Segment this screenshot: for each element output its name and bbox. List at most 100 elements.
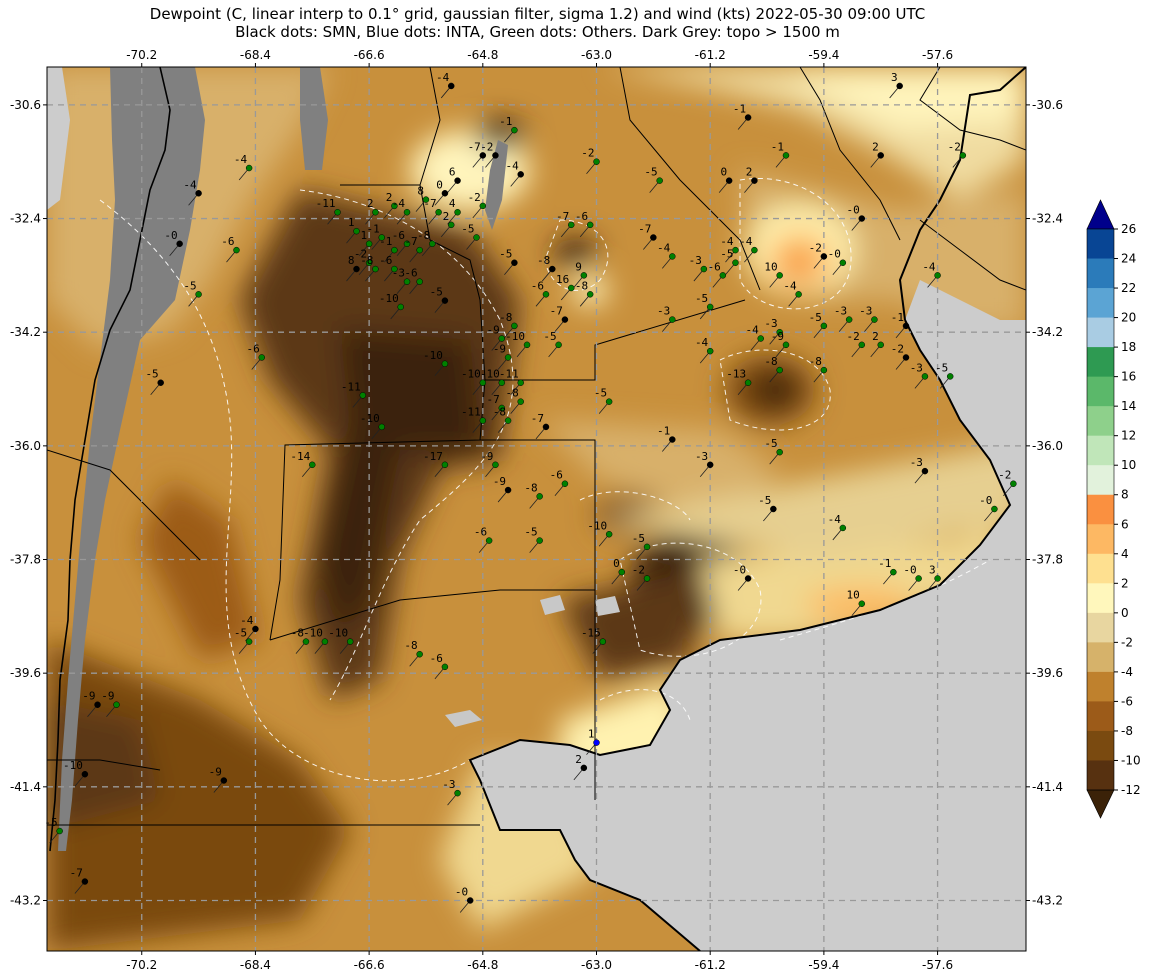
station-marker[interactable]: 3 <box>927 563 941 591</box>
station-marker[interactable]: -5 <box>543 330 562 358</box>
station-marker[interactable]: -1 <box>367 222 386 250</box>
station-marker[interactable]: -8 <box>417 229 436 257</box>
station-marker[interactable]: -3 <box>910 456 929 484</box>
station-marker[interactable]: -4 <box>783 279 802 307</box>
station-marker[interactable]: 0 <box>434 178 449 206</box>
station-marker[interactable]: -4 <box>828 513 847 541</box>
station-marker[interactable]: -10 <box>328 627 354 654</box>
station-marker[interactable]: -5 <box>809 311 828 339</box>
station-marker[interactable]: 6 <box>447 166 461 193</box>
station-marker[interactable]: -0 <box>903 563 922 591</box>
station-marker[interactable]: -6 <box>430 652 449 680</box>
station-marker[interactable]: 10 <box>847 589 866 616</box>
station-marker[interactable]: -7 <box>556 210 575 238</box>
station-marker[interactable]: -13 <box>726 368 752 395</box>
station-marker[interactable]: -7 <box>468 140 487 168</box>
station-marker[interactable]: -7 <box>487 393 506 421</box>
station-marker[interactable]: -4 <box>720 235 739 263</box>
station-marker[interactable]: -5 <box>430 286 449 313</box>
station-marker[interactable]: -5 <box>234 627 253 654</box>
station-marker[interactable]: -15 <box>581 627 607 654</box>
station-marker[interactable]: 2 <box>573 753 588 781</box>
station-marker[interactable]: 1 <box>586 728 600 755</box>
station-marker[interactable]: -10 <box>63 759 89 787</box>
station-marker[interactable]: -8 <box>404 639 423 667</box>
station-marker[interactable]: -5 <box>935 361 954 389</box>
station-marker[interactable]: -9 <box>493 475 512 503</box>
station-marker[interactable]: -3 <box>689 254 708 282</box>
station-marker[interactable]: 8 <box>415 185 430 212</box>
station-marker[interactable]: 2 <box>744 166 758 193</box>
station-marker[interactable]: -5 <box>183 279 202 307</box>
station-marker[interactable]: -7 <box>531 412 550 440</box>
station-marker[interactable]: -10 <box>379 292 404 320</box>
station-marker[interactable]: -9 <box>101 690 120 717</box>
station-marker[interactable]: -10 <box>587 519 613 547</box>
station-marker[interactable]: -5 <box>644 166 663 193</box>
station-marker[interactable]: -0 <box>979 494 998 522</box>
station-marker[interactable]: -5 <box>632 532 651 560</box>
station-marker[interactable]: -4 <box>657 241 676 269</box>
station-marker[interactable]: -2 <box>581 147 600 174</box>
station-marker[interactable]: -3 <box>834 305 853 332</box>
station-marker[interactable]: -6 <box>404 267 423 294</box>
station-marker[interactable]: 2 <box>440 210 455 238</box>
station-marker[interactable]: -4 <box>240 614 259 642</box>
station-marker[interactable]: -6 <box>531 279 550 307</box>
station-marker[interactable]: -1 <box>733 103 752 130</box>
station-marker[interactable]: -3 <box>657 305 676 332</box>
station-marker[interactable]: -2 <box>468 191 487 219</box>
station-marker[interactable]: -5 <box>499 248 518 275</box>
station-marker[interactable]: -8 <box>809 355 828 383</box>
station-marker[interactable]: -0 <box>828 248 847 275</box>
station-marker[interactable]: -5 <box>695 292 714 320</box>
station-marker[interactable]: -7 <box>423 197 442 225</box>
station-marker[interactable]: -4 <box>505 159 524 187</box>
station-marker[interactable]: -2 <box>948 140 967 168</box>
station-marker[interactable]: -4 <box>183 178 202 206</box>
station-marker[interactable]: -6 <box>379 254 398 282</box>
station-marker[interactable]: -0 <box>733 563 752 591</box>
station-marker[interactable]: -1 <box>878 557 897 585</box>
station-marker[interactable]: -3 <box>392 267 411 294</box>
station-marker[interactable]: -8 <box>537 254 556 282</box>
station-marker[interactable]: -9 <box>480 450 499 478</box>
station-marker[interactable]: -5 <box>720 248 739 275</box>
station-marker[interactable]: -10 <box>303 627 329 654</box>
station-marker[interactable]: 2 <box>365 197 379 225</box>
station-marker[interactable]: -5 <box>145 368 164 395</box>
station-marker[interactable]: -6 <box>575 210 594 238</box>
station-marker[interactable]: -5 <box>758 494 777 522</box>
station-marker[interactable]: -7 <box>70 867 89 894</box>
station-marker[interactable]: -1 <box>499 115 518 143</box>
station-marker[interactable]: -8 <box>360 254 379 282</box>
station-marker[interactable]: -5 <box>594 387 613 414</box>
station-marker[interactable]: -7 <box>404 235 423 263</box>
station-marker[interactable]: -4 <box>739 235 758 263</box>
station-marker[interactable]: 1 <box>346 216 360 244</box>
station-marker[interactable]: -2 <box>809 241 828 269</box>
station-marker[interactable]: 0 <box>718 166 733 193</box>
station-marker[interactable]: -11 <box>316 197 341 225</box>
station-marker[interactable]: -5 <box>461 222 480 250</box>
station-marker[interactable]: -9 <box>771 330 790 358</box>
station-marker[interactable]: -17 <box>423 450 449 478</box>
station-marker[interactable]: 1 <box>358 229 373 257</box>
station-marker[interactable]: -0 <box>455 885 474 913</box>
station-marker[interactable]: -10 <box>505 330 531 358</box>
station-marker[interactable]: -3 <box>764 317 783 345</box>
station-marker[interactable]: 2 <box>870 330 884 358</box>
station-marker[interactable]: -9 <box>493 342 512 370</box>
station-marker[interactable]: -7 <box>638 222 657 250</box>
station-marker[interactable]: -11 <box>461 406 487 433</box>
station-marker[interactable]: 3 <box>889 71 903 99</box>
station-marker[interactable]: 0 <box>611 557 626 585</box>
station-marker[interactable]: -10 <box>423 349 449 377</box>
station-marker[interactable]: -4 <box>392 197 411 225</box>
station-marker[interactable]: 2 <box>870 140 884 168</box>
station-marker[interactable]: 2 <box>384 191 398 219</box>
station-marker[interactable]: -1 <box>379 235 398 263</box>
station-marker[interactable]: -8 <box>505 387 524 414</box>
station-marker[interactable]: -5 <box>44 816 63 844</box>
station-marker[interactable]: -9 <box>487 324 506 351</box>
